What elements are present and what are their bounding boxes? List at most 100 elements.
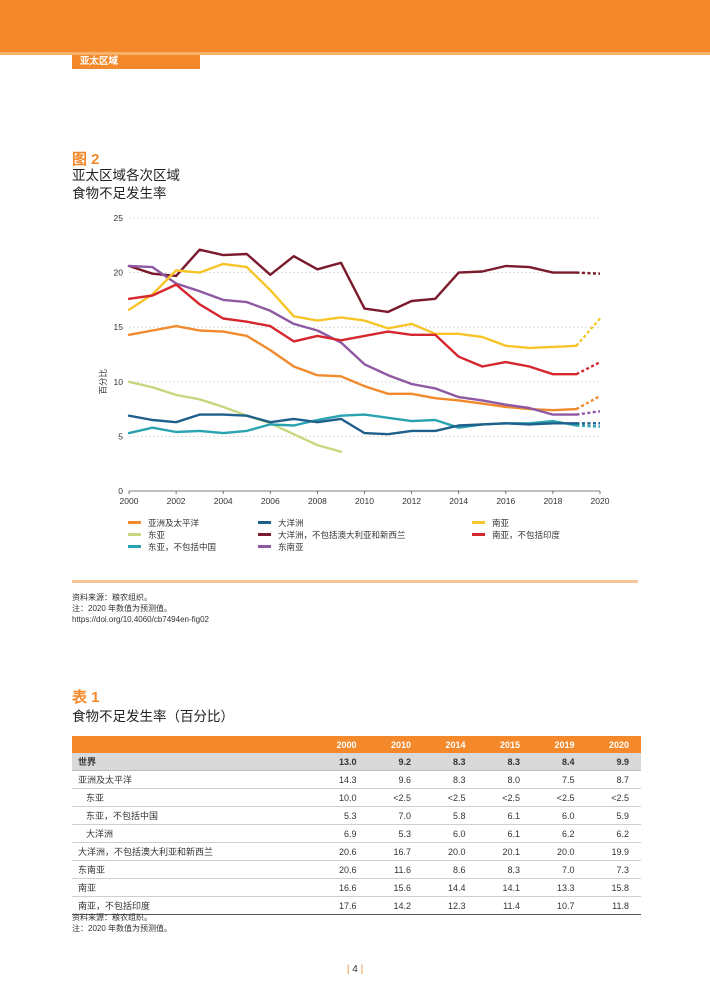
row-value: 14.3 (314, 770, 369, 789)
legend-swatch (128, 533, 141, 537)
legend-item-4: 大洋洲，不包括澳大利亚和新西兰 (258, 530, 406, 541)
section-tab: 亚太区域 (72, 55, 200, 69)
row-value: 6.2 (532, 824, 587, 843)
x-tick-label-9: 2018 (543, 496, 562, 506)
row-name: 南亚 (72, 878, 314, 897)
figure-title-line2: 食物不足发生率 (72, 186, 167, 201)
series-line-4 (127, 248, 578, 314)
table-row: 南亚，不包括印度 17.6 14.2 12.3 11.4 10.7 11.8 (72, 896, 641, 915)
row-value: <2.5 (586, 788, 641, 807)
row-value: 7.0 (532, 860, 587, 879)
row-value: 17.6 (314, 896, 369, 915)
row-value: <2.5 (368, 788, 423, 807)
row-value: 6.1 (477, 824, 532, 843)
series-line-0 (127, 324, 578, 412)
row-value: 20.6 (314, 842, 369, 861)
x-tick-label-3: 2006 (261, 496, 280, 506)
y-axis-label: 百分比 (98, 369, 108, 395)
row-value: 8.0 (477, 770, 532, 789)
row-value: 16.7 (368, 842, 423, 861)
table-header-cell: 2010 (368, 736, 423, 753)
table-row: 东南亚 20.6 11.6 8.6 8.3 7.0 7.3 (72, 860, 641, 879)
row-value: 20.6 (314, 860, 369, 879)
x-tick-label-6: 2012 (402, 496, 421, 506)
row-value: 13.0 (314, 753, 369, 771)
legend-label: 东南亚 (278, 542, 304, 552)
row-value: 16.6 (314, 878, 369, 897)
table-header-cell: 2000 (314, 736, 369, 753)
table-title: 食物不足发生率（百分比） (72, 709, 234, 724)
row-value: 10.7 (532, 896, 587, 915)
row-value: 8.3 (423, 770, 478, 789)
table-row: 大洋洲，不包括澳大利亚和新西兰 20.6 16.7 20.0 20.1 20.0 19.9 (72, 842, 641, 861)
table-header-cell: 2015 (477, 736, 532, 753)
row-value: 20.0 (423, 842, 478, 861)
row-value: 8.3 (477, 860, 532, 879)
row-name: 南亚，不包括印度 (72, 896, 314, 915)
series-line-3 (127, 413, 578, 436)
chart-legend: 亚洲及太平洋 东亚东亚，不包括中国 大洋洲大洋洲，不包括澳大利亚和新西兰 东南亚 南亚南… (128, 518, 648, 558)
row-value: 14.2 (368, 896, 423, 915)
legend-swatch (258, 545, 271, 549)
table-header-blank (72, 736, 314, 753)
row-value: 15.8 (586, 878, 641, 897)
y-tick-label-2: 10 (114, 377, 124, 387)
x-tick-label-8: 2016 (496, 496, 515, 506)
legend-swatch (128, 545, 141, 549)
table-header-cell: 2020 (586, 736, 641, 753)
x-tick-label-5: 2010 (355, 496, 374, 506)
legend-label: 东亚 (148, 530, 166, 540)
table-body: 世界 13.0 9.2 8.3 8.3 8.4 9.9 亚洲及太平洋 14.3 9.6 8.3 8.0… (72, 753, 641, 915)
row-value: 8.6 (423, 860, 478, 879)
legend-swatch (128, 521, 141, 525)
table-header-row: 2000 2010 2014 2015 2019 2020 (72, 736, 641, 753)
row-name: 世界 (72, 753, 314, 771)
table-row: 大洋洲 6.9 5.3 6.0 6.1 6.2 6.2 (72, 824, 641, 843)
series-line-5 (127, 264, 578, 416)
table-source: 资料来源：粮农组织。 (72, 913, 152, 922)
legend-item-7: 南亚，不包括印度 (472, 530, 560, 541)
row-value: 8.4 (532, 753, 587, 771)
row-value: 6.9 (314, 824, 369, 843)
series-projection-4 (576, 271, 601, 275)
row-value: 15.6 (368, 878, 423, 897)
x-tick-label-7: 2014 (449, 496, 468, 506)
x-tick-label-0: 2000 (120, 496, 139, 506)
legend-item-6: 南亚 (472, 518, 509, 529)
row-value: 9.2 (368, 753, 423, 771)
table-row: 世界 13.0 9.2 8.3 8.3 8.4 9.9 (72, 753, 641, 771)
row-value: 8.3 (477, 753, 532, 771)
row-value: 14.4 (423, 878, 478, 897)
legend-label: 南亚，不包括印度 (492, 530, 561, 540)
legend-label: 东亚，不包括中国 (148, 542, 217, 552)
row-value: 7.0 (368, 806, 423, 825)
row-value: 12.3 (423, 896, 478, 915)
legend-item-2: 东亚，不包括中国 (128, 542, 216, 553)
series-projection-5 (576, 410, 601, 416)
line-chart: 0 5 10 15 20 25 2000 2002 2004 2006 2008 2010 2012 20… (98, 213, 610, 506)
row-value: 8.3 (423, 753, 478, 771)
y-tick-label-5: 25 (114, 213, 124, 223)
table-row: 南亚 16.6 15.6 14.4 14.1 13.3 15.8 (72, 878, 641, 897)
row-value: 6.0 (423, 824, 478, 843)
row-value: 9.6 (368, 770, 423, 789)
row-value: 8.7 (586, 770, 641, 789)
figure-doi-link[interactable]: https://doi.org/10.4060/cb7494en-fig02 (72, 615, 209, 624)
row-value: 19.9 (586, 842, 641, 861)
row-name: 大洋洲 (72, 824, 314, 843)
legend-label: 大洋洲 (278, 518, 304, 528)
row-value: <2.5 (532, 788, 587, 807)
series-projection-0 (575, 394, 601, 411)
row-value: 5.9 (586, 806, 641, 825)
series-projection-2 (576, 424, 601, 428)
row-value: 10.0 (314, 788, 369, 807)
figure-source: 资料来源：粮农组织。 (72, 593, 152, 602)
table-header-cell: 2019 (532, 736, 587, 753)
table-row: 东亚，不包括中国 5.3 7.0 5.8 6.1 6.0 5.9 (72, 806, 641, 825)
page-number-value: 4 (352, 964, 358, 975)
legend-swatch (258, 521, 271, 525)
y-tick-label-1: 5 (118, 431, 123, 441)
table-note: 注：2020 年数值为预测值。 (72, 924, 173, 933)
table-row: 东亚 10.0 <2.5 <2.5 <2.5 <2.5 <2.5 (72, 788, 641, 807)
legend-label: 亚洲及太平洋 (148, 518, 200, 528)
